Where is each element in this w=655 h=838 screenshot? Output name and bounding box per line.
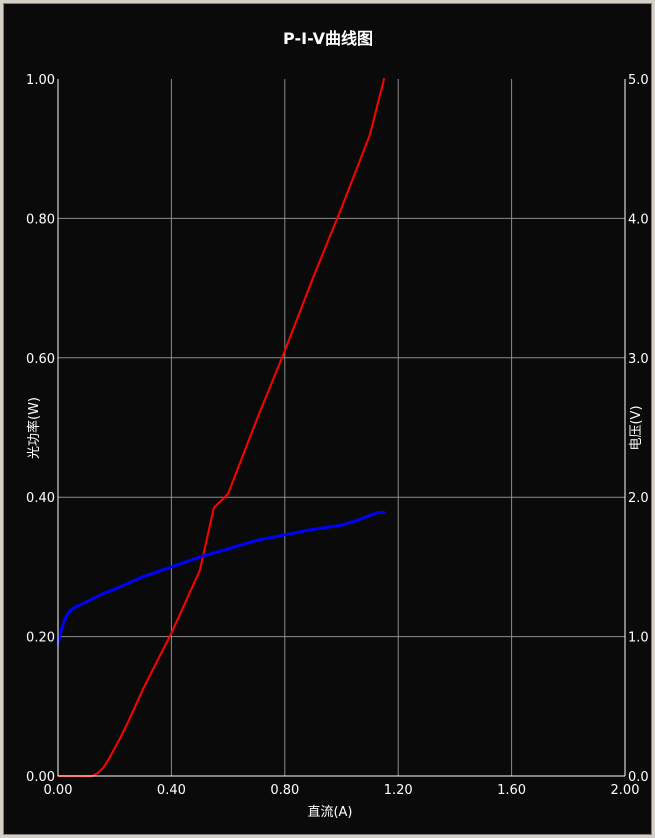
x-tick-label: 1.20 [384, 783, 413, 798]
piv-chart: P-I-V曲线图 0.00 0.40 0.80 1.20 1.60 2.00 0.00 0.2… [26, 29, 649, 820]
y-left-tick-label: 1.00 [26, 73, 55, 88]
y-right-tick-label: 3.0 [628, 352, 649, 367]
chart-title: P-I-V曲线图 [283, 29, 373, 48]
y-right-tick-label: 5.0 [628, 73, 649, 88]
y-left-tick-label: 0.60 [26, 352, 55, 367]
tick-labels: 0.00 0.40 0.80 1.20 1.60 2.00 0.00 0.20 0.40 0.60… [26, 73, 649, 798]
y-left-tick-label: 0.40 [26, 491, 55, 506]
x-axis-title: 直流(A) [307, 805, 352, 820]
voltage-series-line [56, 511, 386, 646]
grid [58, 79, 625, 776]
x-tick-label: 1.60 [497, 783, 526, 798]
y-left-tick-label: 0.80 [26, 212, 55, 227]
y-right-tick-label: 0.0 [628, 770, 649, 785]
y-left-axis-title: 光功率(W) [26, 397, 42, 459]
y-right-axis-title: 电压(V) [629, 405, 644, 450]
y-left-tick-label: 0.20 [26, 631, 55, 646]
y-right-tick-label: 1.0 [628, 631, 649, 646]
x-tick-label: 0.40 [157, 783, 186, 798]
chart-panel: P-I-V曲线图 0.00 0.40 0.80 1.20 1.60 2.00 0.00 0.2… [3, 3, 652, 835]
y-right-tick-label: 2.0 [628, 491, 649, 506]
series-layer [56, 78, 386, 777]
x-tick-label: 0.80 [270, 783, 299, 798]
y-right-tick-label: 4.0 [628, 212, 649, 227]
y-left-tick-label: 0.00 [26, 770, 55, 785]
x-tick-label: 0.00 [44, 783, 73, 798]
axes [57, 79, 626, 777]
power-series-line [57, 78, 385, 777]
x-tick-label: 2.00 [611, 783, 640, 798]
